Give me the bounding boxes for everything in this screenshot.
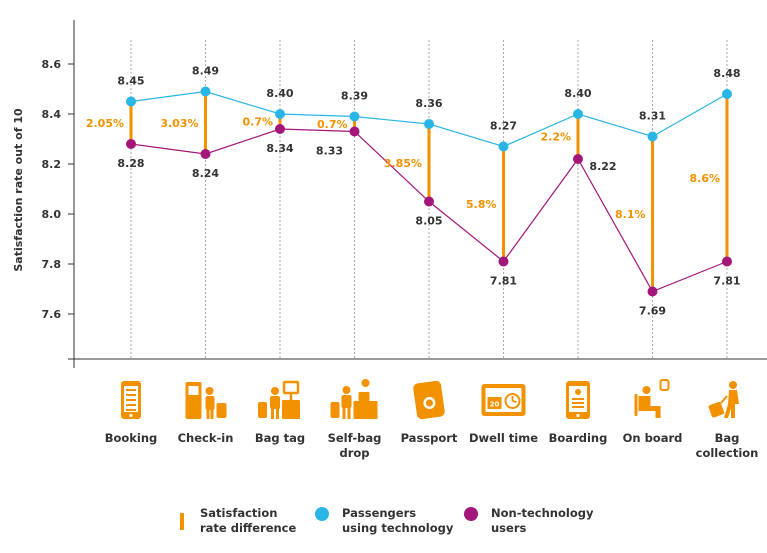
technology-point xyxy=(424,119,434,129)
category-label: On board xyxy=(623,431,683,445)
bag-tag-kiosk-icon xyxy=(258,380,300,419)
technology-value-label: 8.36 xyxy=(415,97,442,110)
technology-value-label: 8.27 xyxy=(490,120,517,133)
non-technology-point xyxy=(126,139,136,149)
non-technology-value-label: 8.34 xyxy=(266,142,293,155)
difference-label: 0.7% xyxy=(242,116,273,129)
smartphone-icon xyxy=(121,381,141,419)
legend-technology-label-1: Passengers xyxy=(342,506,416,520)
category-label: Passport xyxy=(401,431,458,445)
y-tick-label: 8.6 xyxy=(42,58,62,71)
difference-label: 2.2% xyxy=(540,131,571,144)
technology-value-label: 8.39 xyxy=(341,90,368,103)
difference-label: 2.05% xyxy=(86,117,124,130)
non-technology-value-label: 8.05 xyxy=(415,215,442,228)
non-technology-value-label: 8.33 xyxy=(316,145,343,158)
y-tick-label: 7.8 xyxy=(42,258,62,271)
legend-difference-label-2: rate difference xyxy=(200,521,296,535)
technology-point xyxy=(573,109,583,119)
non-technology-point xyxy=(573,154,583,164)
difference-label: 3.85% xyxy=(384,157,422,170)
data-labels: 8.45 8.49 8.40 8.39 8.36 8.27 8.40 8.31 8.48 8.28… xyxy=(86,65,741,318)
non-technology-value-label: 7.69 xyxy=(639,305,666,318)
y-tick-label: 8.2 xyxy=(42,158,62,171)
category-label: Dwell time xyxy=(469,431,538,445)
passport-icon xyxy=(413,380,445,420)
non-technology-value-label: 7.81 xyxy=(713,275,740,288)
category-label: Self-bag drop xyxy=(328,431,382,460)
non-technology-value-label: 7.81 xyxy=(490,275,517,288)
non-technology-point xyxy=(275,124,285,134)
self-bag-drop-icon xyxy=(330,379,378,419)
difference-label: 5.8% xyxy=(466,198,497,211)
technology-value-label: 8.49 xyxy=(192,65,219,78)
difference-label: 8.1% xyxy=(615,208,646,221)
non-technology-point xyxy=(722,256,732,267)
boarding-pass-phone-icon xyxy=(566,381,590,419)
legend-technology-marker xyxy=(315,507,329,521)
non-technology-point xyxy=(349,126,360,137)
category-label: Bag tag xyxy=(255,431,305,445)
legend-non-technology-label-1: Non-technology xyxy=(491,506,594,520)
technology-value-label: 8.31 xyxy=(639,110,666,123)
non-technology-point xyxy=(424,196,434,207)
axes xyxy=(68,20,767,368)
bag-collection-icon xyxy=(708,381,739,418)
legend: Satisfaction rate difference Passengers … xyxy=(180,506,594,535)
difference-bars xyxy=(129,91,729,292)
technology-point xyxy=(498,141,509,152)
legend-non-technology-label-2: users xyxy=(491,521,527,535)
legend-difference-marker xyxy=(180,513,184,530)
technology-point xyxy=(126,96,136,107)
difference-label: 0.7% xyxy=(317,118,348,131)
y-tick-label: 8.0 xyxy=(42,208,62,221)
category-icons: 20 xyxy=(121,379,739,420)
technology-value-label: 8.48 xyxy=(713,67,740,80)
category-label: Bag collection xyxy=(696,431,759,460)
series-points xyxy=(126,86,732,297)
difference-label: 3.03% xyxy=(160,117,198,130)
technology-value-label: 8.40 xyxy=(564,87,591,100)
y-ticks: 7.6 7.8 8.0 8.2 8.4 8.6 xyxy=(42,58,74,321)
category-labels: Booking Check-in Bag tag Self-bag drop Passpo… xyxy=(105,431,759,460)
check-in-kiosk-icon xyxy=(185,382,227,419)
technology-value-label: 8.40 xyxy=(266,87,293,100)
dwell-time-display-icon: 20 xyxy=(481,384,526,416)
y-tick-label: 7.6 xyxy=(42,308,62,321)
category-label: Booking xyxy=(105,431,158,445)
non-technology-value-label: 8.28 xyxy=(117,157,144,170)
non-technology-value-label: 8.22 xyxy=(589,160,616,173)
technology-point xyxy=(200,86,211,97)
airplane-seat-icon xyxy=(634,379,670,418)
legend-technology-label-2: using technology xyxy=(342,521,454,535)
technology-point xyxy=(275,109,285,119)
y-tick-label: 8.4 xyxy=(42,108,62,121)
technology-point xyxy=(647,131,658,142)
legend-difference-label-1: Satisfaction xyxy=(200,506,277,520)
non-technology-point xyxy=(498,256,509,267)
svg-text:20: 20 xyxy=(490,401,500,409)
technology-point xyxy=(349,111,360,122)
category-label: Check-in xyxy=(178,431,234,445)
technology-value-label: 8.45 xyxy=(117,75,144,88)
non-technology-point xyxy=(200,149,211,159)
non-technology-value-label: 8.24 xyxy=(192,167,219,180)
category-label: Boarding xyxy=(549,431,608,445)
legend-non-technology-marker xyxy=(464,507,478,521)
technology-point xyxy=(722,89,732,99)
y-axis-label: Satisfaction rate out of 10 xyxy=(12,108,25,272)
non-technology-point xyxy=(647,286,658,297)
difference-label: 8.6% xyxy=(689,172,720,185)
